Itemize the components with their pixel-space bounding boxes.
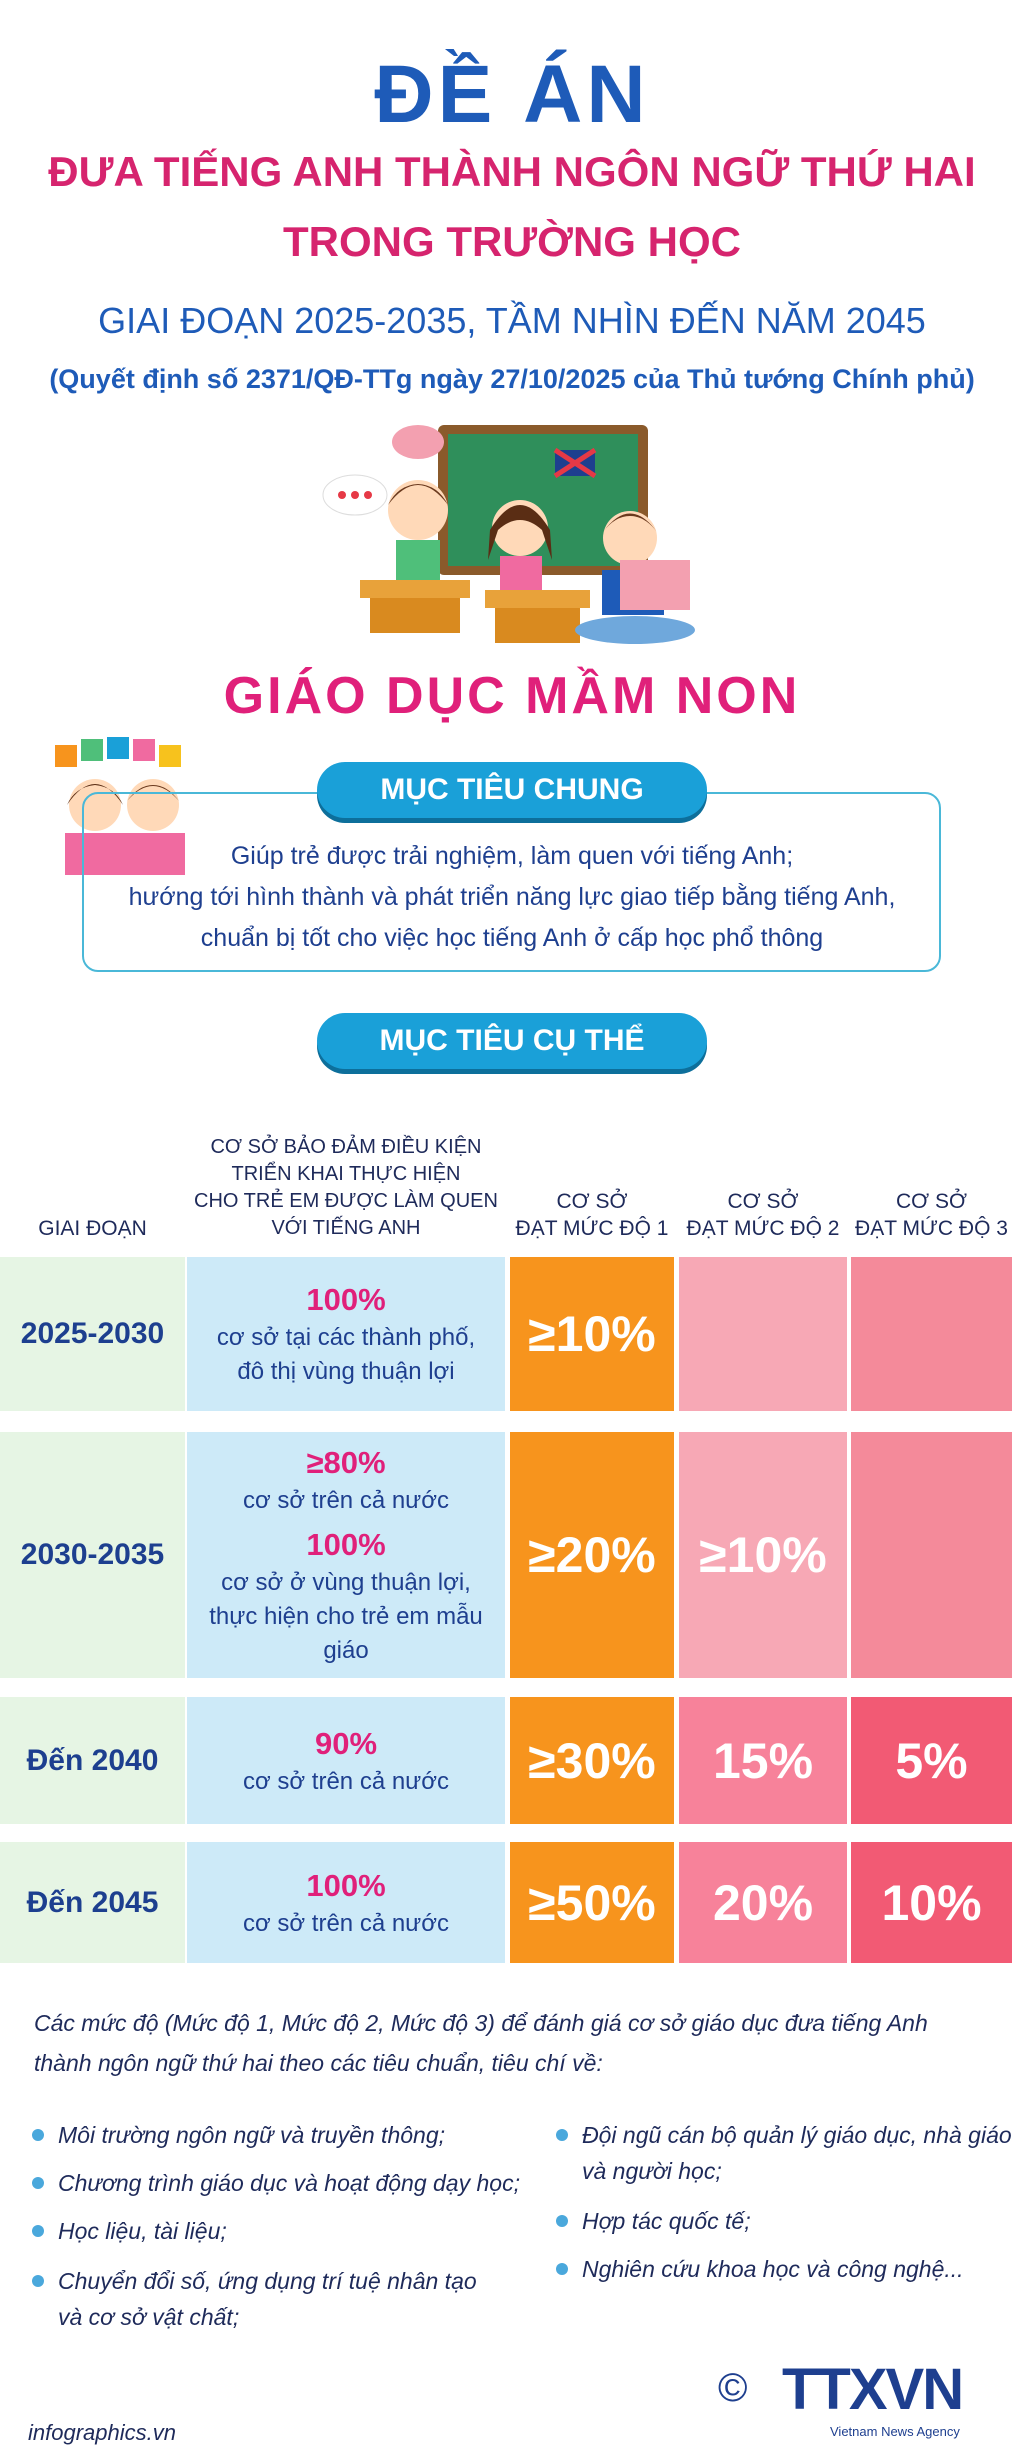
title: ĐỀ ÁN	[374, 49, 650, 140]
goal-text: chuẩn bị tốt cho việc học tiếng Anh ở cấ…	[200, 924, 824, 952]
criterion-line: Hợp tác quốc tế;	[582, 2208, 751, 2234]
criterion-line: và cơ sở vật chất;	[58, 2304, 240, 2330]
period-cell: 2030-2035	[0, 1432, 185, 1678]
column-header: CƠ SỞ ĐẠT MỨC ĐỘ 2	[679, 1100, 847, 1242]
level-cell: ≥50%	[510, 1842, 674, 1963]
criterion-line: và người học;	[582, 2158, 722, 2184]
condition-text: cơ sở trên cả nước	[242, 1767, 449, 1795]
footer-area	[0, 2376, 280, 2457]
column-header-line: ĐẠT MỨC ĐỘ 2	[686, 1217, 840, 1240]
goal-heading: MỤC TIÊU CỤ THỂ	[317, 1013, 707, 1069]
column-header-line: TRIỂN KHAI THỰC HIỆN	[231, 1163, 461, 1185]
column-header-line: CHO TRẺ EM ĐƯỢC LÀM QUEN	[194, 1190, 498, 1212]
criterion: Hợp tác quốc tế;	[556, 2203, 751, 2239]
criterion: Đội ngũ cán bộ quản lý giáo dục, nhà giá…	[556, 2117, 1012, 2189]
decision: (Quyết định số 2371/QĐ-TTg ngày 27/10/20…	[49, 364, 975, 394]
period-cell: Đến 2040	[0, 1697, 185, 1824]
level-cell: 5%	[851, 1697, 1012, 1824]
column-header-line: CƠ SỞ	[727, 1190, 799, 1213]
level-cell	[679, 1257, 847, 1411]
level-cell: 10%	[851, 1842, 1012, 1963]
criterion: Chuyển đổi số, ứng dụng trí tuệ nhân tạo…	[32, 2263, 477, 2335]
level-cell: ≥10%	[679, 1432, 847, 1678]
condition-value: 100%	[306, 1527, 386, 1562]
period-cell: 2025-2030	[0, 1257, 185, 1411]
note-text: Các mức độ (Mức độ 1, Mức độ 2, Mức độ 3…	[34, 2010, 928, 2036]
criterion-line: Đội ngũ cán bộ quản lý giáo dục, nhà giá…	[582, 2122, 1012, 2148]
condition-text: đô thị vùng thuận lợi	[237, 1358, 455, 1385]
conditions-cell: 100% cơ sở trên cả nước	[187, 1842, 505, 1963]
conditions-cell: ≥80% cơ sở trên cả nước 100% cơ sở ở vùng t…	[187, 1432, 505, 1678]
column-header: GIAI ĐOẠN	[0, 1100, 185, 1242]
column-header-line: VỚI TIẾNG ANH	[271, 1217, 421, 1239]
column-header-line: ĐẠT MỨC ĐỘ 3	[855, 1217, 1008, 1240]
criterion-line: Môi trường ngôn ngữ và truyền thông;	[58, 2122, 446, 2148]
column-header-line: CƠ SỞ	[556, 1190, 628, 1213]
condition-value: 100%	[306, 1867, 386, 1903]
column-header: CƠ SỞ BẢO ĐẢM ĐIỀU KIỆN TRIỂN KHAI THỰC H…	[187, 1100, 505, 1242]
level-cell: ≥20%	[510, 1432, 674, 1678]
criterion-line: Học liệu, tài liệu;	[58, 2218, 227, 2244]
period: GIAI ĐOẠN 2025-2035, TẦM NHÌN ĐẾN NĂM 20…	[98, 300, 926, 341]
column-header-line: GIAI ĐOẠN	[38, 1217, 147, 1240]
level-cell: ≥10%	[510, 1257, 674, 1411]
criterion: Học liệu, tài liệu;	[32, 2213, 227, 2249]
logo: TTXVN	[782, 2357, 964, 2422]
level-cell: ≥30%	[510, 1697, 674, 1824]
goal-text: Giúp trẻ được trải nghiệm, làm quen với …	[230, 842, 794, 870]
criterion-line: Nghiên cứu khoa học và công nghệ...	[582, 2256, 964, 2282]
period-cell: Đến 2045	[0, 1842, 185, 1963]
condition-text: thực hiện cho trẻ em mẫu giáo	[209, 1603, 483, 1664]
criterion: Nghiên cứu khoa học và công nghệ...	[556, 2251, 964, 2287]
condition-text: cơ sở trên cả nước	[242, 1909, 449, 1937]
column-header-line: CƠ SỞ BẢO ĐẢM ĐIỀU KIỆN	[210, 1136, 482, 1158]
conditions-cell: 90% cơ sở trên cả nước	[187, 1697, 505, 1824]
section-title: GIÁO DỤC MẦM NON	[223, 667, 801, 725]
subtitle: ĐƯA TIẾNG ANH THÀNH NGÔN NGỮ THỨ HAI	[48, 148, 976, 195]
column-header-line: CƠ SỞ	[895, 1190, 968, 1213]
condition-text: cơ sở trên cả nước	[242, 1487, 449, 1514]
condition-value: 100%	[306, 1282, 386, 1317]
source: infographics.vn	[28, 2420, 176, 2445]
agency: Vietnam News Agency	[830, 2424, 960, 2439]
condition-value: 90%	[314, 1725, 378, 1761]
column-header-line: ĐẠT MỨC ĐỘ 1	[515, 1217, 669, 1240]
classroom-illustration	[322, 425, 695, 644]
subtitle: TRONG TRƯỜNG HỌC	[283, 218, 741, 265]
column-header: CƠ SỞ ĐẠT MỨC ĐỘ 3	[851, 1100, 1012, 1242]
condition-text: cơ sở ở vùng thuận lợi,	[221, 1569, 471, 1596]
level-cell: 15%	[679, 1697, 847, 1824]
criterion-line: Chương trình giáo dục và hoạt động dạy h…	[58, 2170, 520, 2196]
criterion: Môi trường ngôn ngữ và truyền thông;	[31, 2117, 446, 2153]
criterion: Chương trình giáo dục và hoạt động dạy h…	[32, 2165, 520, 2201]
level-cell: 20%	[679, 1842, 847, 1963]
goal-text: hướng tới hình thành và phát triển năng …	[128, 883, 896, 911]
column-header: CƠ SỞ ĐẠT MỨC ĐỘ 1	[510, 1100, 674, 1242]
criterion-line: Chuyển đổi số, ứng dụng trí tuệ nhân tạo	[58, 2268, 477, 2294]
goal-heading: MỤC TIÊU CHUNG	[317, 762, 707, 818]
note-text: thành ngôn ngữ thứ hai theo các tiêu chu…	[34, 2050, 603, 2076]
condition-value: ≥80%	[306, 1445, 386, 1480]
level-cell	[851, 1432, 1012, 1678]
copyright: ©	[718, 2366, 748, 2410]
conditions-cell: 100% cơ sở tại các thành phố, đô thị vùng …	[187, 1257, 505, 1411]
condition-text: cơ sở tại các thành phố,	[216, 1324, 476, 1351]
level-cell	[851, 1257, 1012, 1411]
